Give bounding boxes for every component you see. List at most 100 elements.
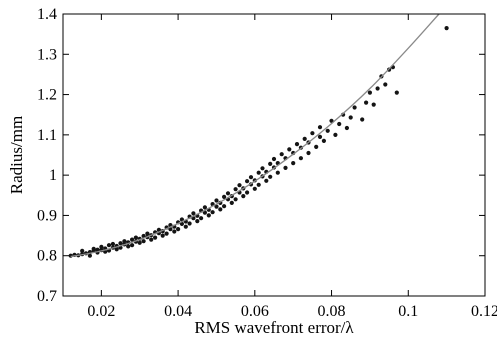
y-tick-label: 1.1 — [37, 127, 57, 144]
data-point — [195, 219, 200, 224]
fit-curve — [70, 13, 440, 258]
data-point — [149, 237, 154, 242]
data-point — [268, 174, 273, 179]
y-axis-label: Radius/mm — [7, 116, 26, 194]
data-point — [371, 102, 376, 107]
data-point — [283, 165, 288, 170]
data-point — [114, 247, 119, 252]
data-point — [394, 90, 399, 95]
data-point — [325, 128, 330, 133]
data-point — [222, 194, 227, 199]
data-point — [172, 229, 177, 234]
data-point — [367, 90, 372, 95]
data-point — [176, 227, 181, 232]
data-point — [306, 150, 311, 156]
data-point — [294, 142, 300, 147]
data-point — [314, 144, 319, 149]
data-point — [99, 244, 104, 249]
data-point — [214, 204, 219, 209]
data-point — [95, 247, 100, 252]
data-point — [298, 156, 303, 161]
data-point — [110, 241, 115, 247]
x-tick-label: 0.02 — [87, 303, 115, 320]
data-point — [145, 231, 150, 236]
data-point — [191, 211, 196, 216]
data-point — [348, 115, 353, 120]
data-point — [222, 204, 227, 209]
data-point — [153, 235, 158, 240]
data-point — [199, 216, 204, 221]
data-point — [206, 213, 211, 218]
y-tick-label: 1.3 — [37, 46, 57, 63]
y-tick-label: 1.2 — [37, 87, 57, 104]
data-point — [383, 82, 388, 87]
y-tick-label: 0.7 — [37, 288, 57, 305]
data-point — [287, 147, 292, 152]
data-point — [241, 194, 246, 199]
y-tick-label: 1 — [49, 167, 57, 184]
data-point — [310, 131, 315, 136]
data-point — [91, 246, 96, 251]
data-point — [245, 190, 250, 195]
data-point — [271, 156, 277, 162]
data-point — [237, 183, 242, 188]
data-point — [130, 237, 135, 242]
y-tick-label: 1.4 — [37, 6, 57, 23]
data-point — [87, 253, 92, 258]
plot-frame — [62, 13, 486, 297]
data-point — [225, 191, 231, 196]
data-point — [321, 138, 326, 143]
data-point — [260, 166, 265, 171]
data-point — [256, 182, 261, 187]
data-point — [130, 243, 135, 248]
data-point — [279, 152, 284, 157]
data-point — [164, 231, 169, 236]
data-point — [229, 200, 234, 205]
data-point — [291, 161, 296, 166]
data-point — [80, 248, 85, 253]
data-point — [245, 179, 250, 184]
data-point — [252, 186, 257, 191]
data-point — [218, 207, 223, 212]
data-point — [141, 233, 146, 239]
x-tick-label: 0.06 — [241, 303, 269, 320]
data-point — [344, 125, 349, 131]
data-point — [317, 125, 323, 130]
data-point — [126, 244, 131, 249]
data-point — [214, 198, 219, 203]
data-point — [233, 187, 238, 192]
data-point — [317, 134, 323, 139]
y-tick-label: 0.8 — [37, 248, 57, 265]
data-point — [133, 235, 138, 240]
data-point — [268, 161, 273, 166]
data-point — [352, 105, 357, 110]
data-point — [183, 224, 188, 229]
data-point — [337, 121, 342, 127]
data-point — [275, 170, 280, 175]
data-point — [202, 205, 207, 210]
data-point — [264, 178, 269, 183]
x-tick-label: 0.04 — [164, 303, 192, 320]
data-point — [364, 100, 369, 105]
data-point — [118, 241, 123, 246]
data-point — [137, 240, 142, 245]
data-point — [256, 170, 261, 175]
x-axis-label: RMS wavefront error/λ — [194, 318, 354, 337]
x-tick-label: 0.1 — [398, 303, 418, 320]
axis-ticks: 0.02 0.04 0.06 0.08 0.1 0.12 0.7 0.8 0.9 1 1.1 1.2 1… — [37, 6, 497, 320]
data-point — [187, 221, 192, 226]
y-tick-label: 0.9 — [37, 207, 57, 224]
data-point — [210, 210, 215, 215]
data-point — [160, 233, 165, 238]
scatter-points — [68, 26, 449, 258]
data-point — [122, 239, 127, 244]
data-point — [333, 132, 338, 137]
x-tick-label: 0.08 — [318, 303, 346, 320]
data-point — [375, 86, 380, 91]
data-point — [302, 136, 307, 141]
data-point — [248, 175, 254, 180]
data-point — [360, 117, 365, 122]
data-point — [444, 26, 449, 31]
data-point — [141, 239, 146, 244]
